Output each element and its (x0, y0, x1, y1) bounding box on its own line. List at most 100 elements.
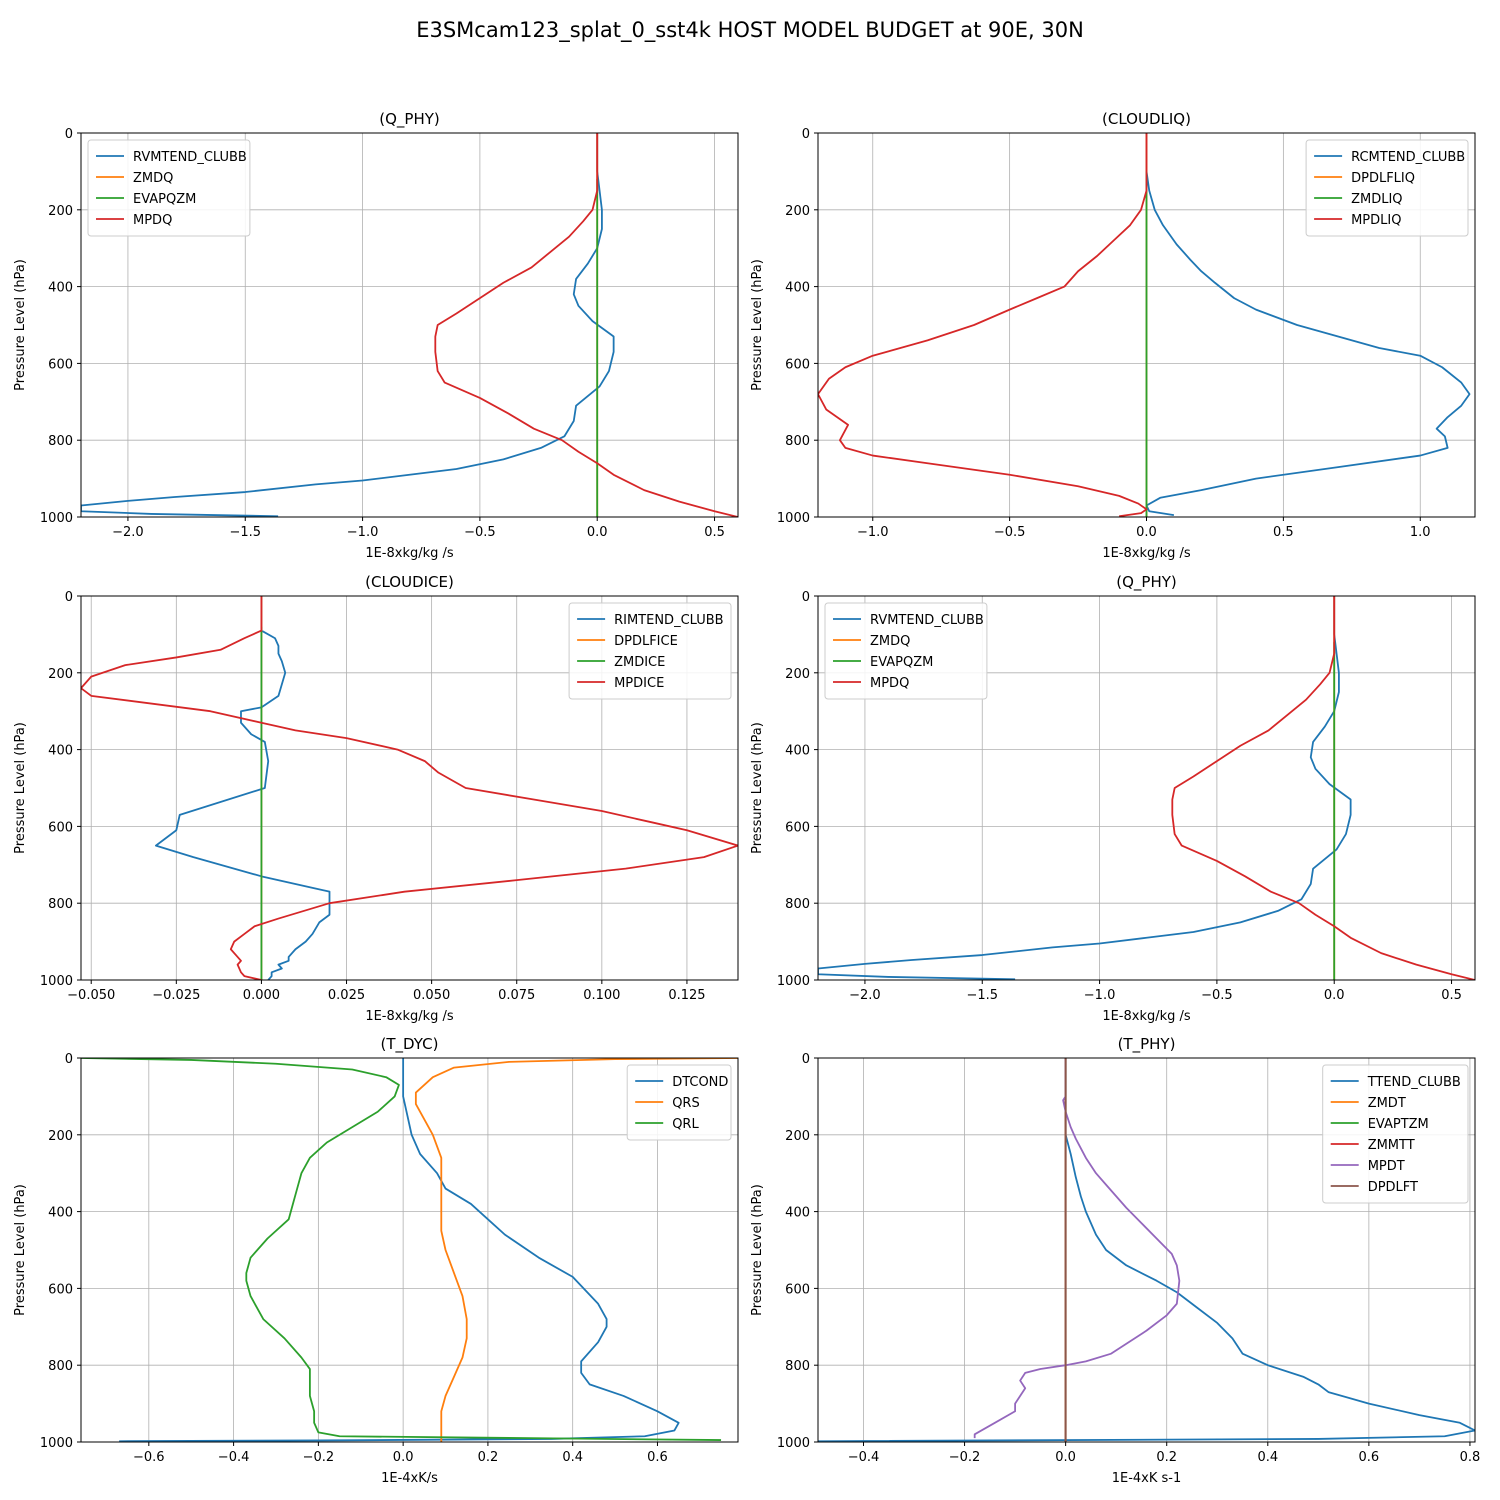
x-tick-label: −2.0 (112, 525, 144, 540)
subplot-title: (CLOUDICE) (365, 573, 454, 591)
y-tick-label: 800 (48, 434, 73, 449)
x-axis-label: 1E-8xkg/kg /s (1102, 1009, 1191, 1024)
legend-label: MPDICE (614, 676, 664, 691)
x-tick-label: 0.000 (243, 988, 280, 1003)
x-tick-label: −1.0 (1084, 988, 1116, 1003)
x-tick-label: 0.6 (1359, 1450, 1380, 1465)
x-axis-label: 1E-8xkg/kg /s (365, 546, 454, 561)
y-axis-label: Pressure Level (hPa) (13, 722, 28, 854)
y-axis-label: Pressure Level (hPa) (13, 259, 28, 391)
x-tick-label: 0.0 (1055, 1450, 1076, 1465)
x-tick-label: −2.0 (849, 988, 881, 1003)
y-tick-label: 1000 (40, 1436, 73, 1451)
x-tick-label: −0.4 (218, 1450, 250, 1465)
y-tick-label: 0 (65, 127, 73, 142)
x-tick-label: 0.125 (668, 988, 705, 1003)
y-tick-label: 200 (48, 1129, 73, 1144)
legend-label: QRL (672, 1117, 699, 1132)
legend: RVMTEND_CLUBB ZMDQ EVAPQZM MPDQ (87, 139, 251, 237)
x-tick-label: −0.5 (464, 525, 496, 540)
y-axis-label: Pressure Level (hPa) (13, 1184, 28, 1316)
series-group (81, 1058, 738, 1442)
legend-box (1322, 1064, 1469, 1204)
series-line-mpdq (1171, 596, 1475, 980)
series-line-mpdice (81, 596, 738, 980)
x-tick-label: 0.050 (413, 988, 450, 1003)
x-tick-label: 0.5 (1273, 525, 1294, 540)
subplot-grid: −2.0 −1.5 −1.0 −0.5 0.0 0.5 0 200 400 600 800 1000 (… (13, 110, 1480, 1486)
legend-label: RVMTEND_CLUBB (133, 150, 247, 165)
y-tick-label: 800 (785, 434, 810, 449)
legend-label: RIMTEND_CLUBB (614, 613, 724, 628)
x-tick-label: −0.6 (133, 1450, 165, 1465)
legend-label: ZMMTT (1368, 1138, 1415, 1153)
y-tick-label: 600 (785, 820, 810, 835)
series-line-mpdq (434, 133, 738, 517)
x-tick-label: 0.025 (328, 988, 365, 1003)
y-tick-label: 0 (802, 590, 810, 605)
x-tick-label: −0.050 (67, 988, 115, 1003)
series-line-mpdliq (818, 133, 1148, 517)
y-tick-label: 200 (48, 204, 73, 219)
legend-box (568, 602, 732, 700)
x-tick-label: 0.2 (1156, 1450, 1177, 1465)
legend-label: DPDLFICE (614, 634, 678, 649)
legend-label: DTCOND (672, 1075, 728, 1090)
legend-label: DPDLFLIQ (1351, 171, 1415, 186)
legend-label: MPDQ (133, 213, 172, 228)
x-tick-label: −0.5 (994, 525, 1026, 540)
y-tick-label: 200 (48, 667, 73, 682)
legend-label: RVMTEND_CLUBB (870, 613, 984, 628)
legend: RVMTEND_CLUBB ZMDQ EVAPQZM MPDQ (824, 602, 988, 700)
legend-label: ZMDT (1368, 1096, 1406, 1111)
series-line-rimtend-clubb (154, 596, 331, 980)
x-axis-label: 1E-8xkg/kg /s (1102, 546, 1191, 561)
y-tick-label: 1000 (777, 974, 810, 989)
x-tick-label: −1.5 (966, 988, 998, 1003)
y-tick-label: 800 (48, 897, 73, 912)
subplot-1: −2.0 −1.5 −1.0 −0.5 0.0 0.5 0 200 400 600 800 1000 (… (13, 110, 739, 561)
legend-box (824, 602, 988, 700)
y-tick-label: 600 (785, 357, 810, 372)
legend-box (87, 139, 251, 237)
x-tick-label: 0.075 (498, 988, 535, 1003)
subplot-4: −2.0 −1.5 −1.0 −0.5 0.0 0.5 0 200 400 600 800 1000 (… (750, 573, 1476, 1024)
y-tick-label: 600 (785, 1282, 810, 1297)
x-tick-label: 1.0 (1410, 525, 1431, 540)
y-tick-label: 600 (48, 357, 73, 372)
x-tick-label: −0.5 (1201, 988, 1233, 1003)
legend-label: QRS (672, 1096, 700, 1111)
series-line-dtcond (119, 1058, 680, 1442)
y-tick-label: 400 (48, 1206, 73, 1221)
legend-label: EVAPTZM (1368, 1117, 1429, 1132)
x-tick-label: 0.2 (478, 1450, 499, 1465)
x-tick-label: −0.025 (152, 988, 200, 1003)
subplot-title: (T_DYC) (381, 1035, 439, 1054)
series-group (81, 596, 738, 980)
y-tick-label: 800 (785, 1359, 810, 1374)
y-tick-label: 800 (48, 1359, 73, 1374)
x-tick-label: 0.5 (1441, 988, 1462, 1003)
figure-title: E3SMcam123_splat_0_sst4k HOST MODEL BUDG… (416, 18, 1084, 43)
y-tick-label: 400 (785, 281, 810, 296)
legend-label: MPDQ (870, 676, 909, 691)
x-tick-label: −1.0 (347, 525, 379, 540)
series-line-mpdt (973, 1058, 1181, 1439)
axes-frame (817, 1057, 1476, 1443)
y-tick-label: 400 (785, 744, 810, 759)
series-group (818, 1058, 1475, 1442)
y-tick-label: 1000 (777, 1436, 810, 1451)
x-tick-label: 0.4 (1257, 1450, 1278, 1465)
legend-label: RCMTEND_CLUBB (1351, 150, 1465, 165)
y-axis-label: Pressure Level (hPa) (750, 1184, 765, 1316)
axes-frame (80, 595, 739, 981)
subplot-5: −0.6 −0.4 −0.2 0.0 0.2 0.4 0.6 0 200 400 600 800 100… (13, 1035, 739, 1486)
series-line-qrs (414, 1058, 738, 1442)
x-tick-label: 0.6 (647, 1450, 668, 1465)
axes-frame (80, 132, 739, 518)
series-line-qrl (81, 1058, 722, 1441)
y-tick-label: 200 (785, 1129, 810, 1144)
x-axis-label: 1E-4xK s-1 (1112, 1471, 1182, 1486)
